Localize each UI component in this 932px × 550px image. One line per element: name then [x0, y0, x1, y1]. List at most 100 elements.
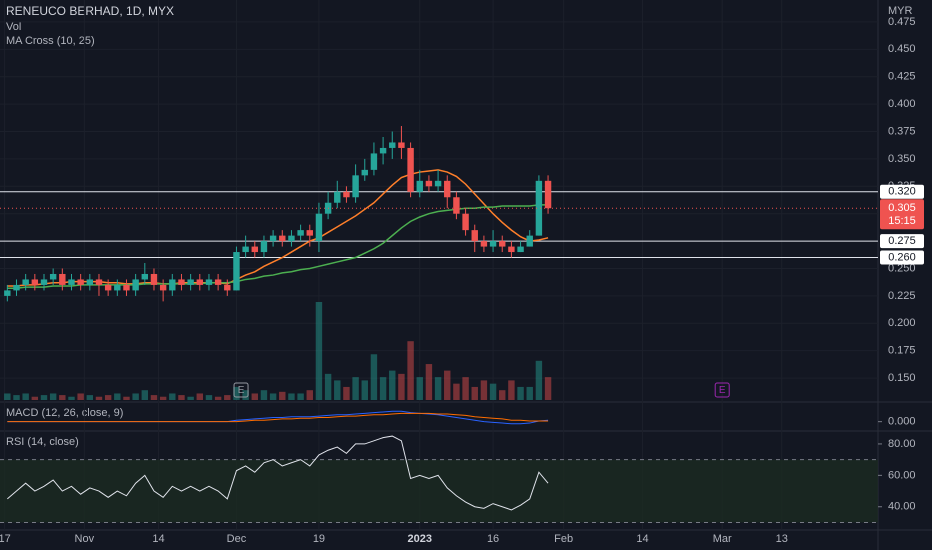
y-tick-label: 0.225 [888, 290, 916, 302]
x-tick-label: 17 [0, 533, 11, 545]
x-tick-label: 13 [776, 533, 788, 545]
countdown: 15:15 [888, 215, 916, 227]
candle-body [444, 180, 451, 198]
candle-body [398, 142, 405, 148]
candle-body [22, 279, 29, 285]
volume-bar [132, 393, 139, 400]
level-label: 0.260 [888, 251, 916, 263]
candle-body [352, 175, 359, 198]
indicator-label: MACD (12, 26, close, 9) [6, 407, 123, 419]
candle-body [95, 279, 103, 285]
candle-body [214, 279, 222, 285]
volume-bar [416, 377, 423, 400]
candle-body [526, 235, 533, 247]
candle-body [260, 241, 268, 253]
y-tick-label: 60.00 [888, 469, 916, 481]
candle-body [425, 180, 433, 187]
candle-body [233, 252, 240, 291]
y-tick-label: 0.175 [888, 345, 916, 357]
candle-body [205, 279, 213, 285]
event-label: E [719, 385, 726, 396]
x-tick-label: 16 [487, 533, 499, 545]
volume-bar [444, 370, 451, 400]
volume-bar [242, 390, 249, 400]
candle-body [407, 147, 414, 192]
volume-bar [343, 386, 350, 400]
candle-body [224, 284, 231, 291]
candle-body [434, 180, 442, 187]
candle-body [77, 279, 84, 285]
candle-body [49, 273, 57, 280]
y-tick-label: 0.000 [888, 416, 916, 428]
volume-bar [68, 396, 75, 400]
rsi-band-fill [0, 459, 878, 523]
candle-body [306, 230, 313, 236]
volume-bar [526, 386, 533, 400]
volume-bar [361, 380, 368, 400]
event-marker [714, 382, 730, 398]
volume-bar [104, 395, 112, 400]
candle-body [508, 246, 515, 253]
candle-body [104, 284, 112, 291]
indicator-label: Vol [6, 21, 21, 33]
volume-bar [324, 373, 332, 400]
x-tick-label: Feb [554, 533, 573, 545]
volume-bar [297, 393, 304, 400]
candle-body [535, 180, 543, 236]
volume-bar [49, 393, 57, 400]
candle-body [334, 191, 341, 203]
x-tick-label: 14 [152, 533, 164, 545]
volume-bar [334, 380, 341, 400]
volume-bar [398, 373, 405, 400]
volume-bar [4, 393, 11, 400]
x-tick-label: Dec [227, 533, 247, 545]
candle-body [315, 213, 323, 242]
volume-bar [169, 393, 176, 400]
volume-bar [315, 302, 323, 400]
volume-bar [22, 393, 29, 400]
candle-body [389, 142, 396, 148]
x-tick-label: 2023 [408, 533, 432, 545]
volume-bar [544, 377, 552, 400]
y-tick-label: 0.375 [888, 125, 916, 137]
candle-body [480, 241, 488, 247]
volume-bar [196, 393, 204, 400]
volume-bar [251, 393, 258, 400]
volume-bar [499, 390, 506, 400]
indicator-line [7, 435, 549, 511]
candle-body [279, 235, 286, 242]
candle-body [141, 273, 149, 280]
candle-body [123, 284, 130, 291]
level-label-box [880, 234, 924, 249]
volume-bar [480, 380, 488, 400]
indicator-label: MA Cross (10, 25) [6, 35, 95, 47]
volume-bar [141, 390, 149, 400]
candle-body [150, 273, 158, 285]
volume-bar [86, 395, 94, 400]
volume-bar [187, 396, 194, 400]
candle-body [178, 279, 185, 285]
volume-bar [471, 386, 478, 400]
candle-body [489, 241, 497, 247]
candle-body [31, 279, 39, 285]
volume-bar [535, 360, 543, 400]
candle-body [471, 230, 478, 242]
y-tick-label: 0.150 [888, 372, 916, 384]
volume-bar [40, 395, 48, 400]
candle-body [379, 147, 387, 154]
volume-bar [389, 370, 396, 400]
volume-bar [233, 386, 240, 400]
candle-body [187, 279, 194, 285]
candle-body [453, 197, 460, 214]
x-tick-label: Nov [75, 533, 95, 545]
candle-body [169, 279, 176, 291]
volume-bar [31, 396, 39, 400]
candle-body [517, 246, 524, 253]
level-label: 0.275 [888, 235, 916, 247]
y-tick-label: 0.350 [888, 153, 916, 165]
indicator-line [7, 412, 549, 423]
candle-body [269, 235, 277, 242]
candle-body [4, 290, 11, 296]
event-marker [233, 382, 249, 398]
candle-body [288, 235, 295, 242]
